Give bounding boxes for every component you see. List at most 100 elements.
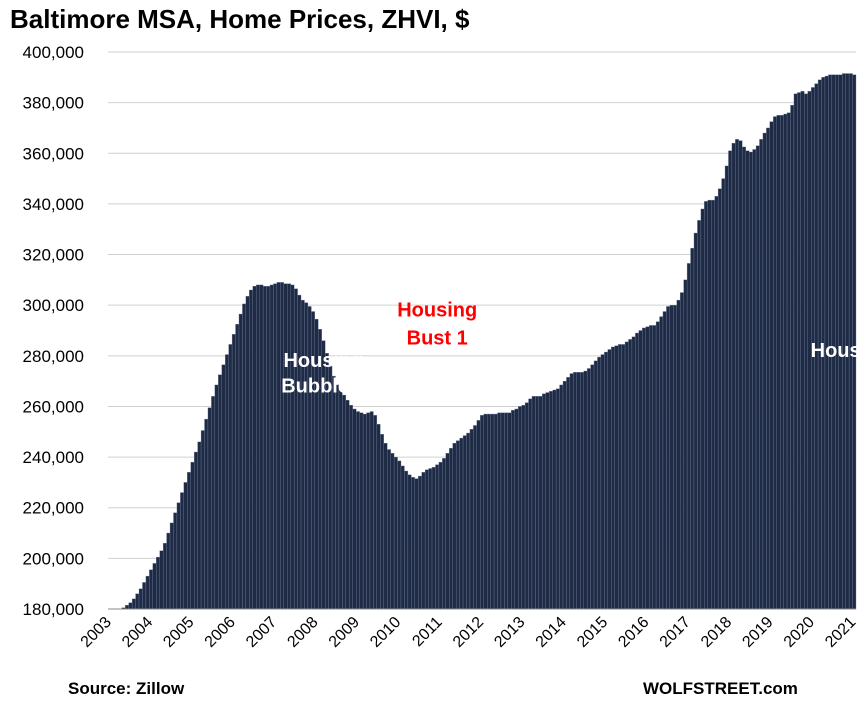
bar [552, 389, 557, 610]
bar [414, 478, 419, 610]
bar [342, 394, 347, 610]
bar [194, 451, 198, 610]
bar [166, 532, 171, 610]
bar [331, 375, 336, 610]
bar [352, 408, 357, 610]
bar [524, 402, 529, 610]
bar [676, 299, 681, 610]
y-tick-label: 220,000 [23, 499, 84, 518]
annotation-label: Housing Bubble 2 [811, 340, 864, 362]
bar [776, 115, 781, 610]
bar [690, 248, 695, 610]
y-axis: 180,000 200,000 220,000 240,000 260,000 280,0… [23, 43, 84, 619]
bar [373, 415, 378, 610]
y-tick-label: 400,000 [23, 43, 84, 62]
bar [280, 282, 284, 610]
bar [149, 569, 153, 610]
bar [555, 388, 560, 610]
bar [614, 345, 619, 610]
bar [486, 413, 491, 610]
bar [400, 465, 405, 610]
annotation-label: Bust 1 [407, 327, 468, 349]
bar [435, 464, 440, 610]
bar [673, 305, 677, 610]
bar [218, 374, 222, 610]
bar [169, 522, 174, 610]
bar [225, 354, 229, 610]
bar [542, 393, 546, 610]
bar [387, 449, 391, 610]
bar [404, 470, 409, 610]
bar [383, 442, 388, 610]
bar [428, 468, 433, 610]
bar [628, 339, 633, 610]
bar [528, 398, 533, 610]
x-axis: 2003 2004 2005 2006 2007 2008 2009 2010 2011 2012… [78, 614, 864, 651]
x-tick-label: 2017 [657, 614, 694, 651]
bar [473, 425, 478, 610]
bar [176, 502, 181, 610]
bar [569, 373, 574, 610]
bar [779, 115, 784, 610]
bar [652, 325, 657, 610]
bar [455, 440, 460, 610]
bar [797, 92, 802, 610]
x-tick-label: 2011 [409, 614, 445, 650]
bar [514, 408, 519, 610]
bar [276, 282, 281, 610]
bar [635, 332, 640, 610]
bar [256, 284, 260, 610]
bar [617, 344, 622, 610]
bar [362, 413, 367, 610]
bar [162, 542, 167, 610]
bar [700, 208, 705, 610]
bar [190, 461, 195, 610]
bar [549, 391, 553, 610]
bar [335, 384, 340, 610]
bar [393, 456, 398, 610]
bar [755, 145, 760, 610]
bar [204, 418, 209, 610]
y-tick-label: 180,000 [23, 600, 84, 619]
bar [369, 411, 374, 610]
x-tick-label: 2003 [78, 614, 115, 651]
x-tick-label: 2015 [574, 614, 611, 651]
bar [597, 356, 602, 610]
x-tick-label: 2019 [739, 614, 776, 651]
bar [466, 432, 471, 610]
y-tick-label: 300,000 [23, 296, 84, 315]
bar [793, 93, 798, 610]
bar [711, 199, 715, 610]
bar [649, 325, 653, 610]
bar [790, 104, 795, 610]
bar [242, 303, 247, 610]
bar [152, 563, 157, 610]
bar [645, 326, 650, 610]
bar [731, 142, 736, 610]
bar [593, 360, 598, 610]
bar [586, 368, 591, 610]
bar [262, 286, 267, 610]
bar [607, 349, 612, 610]
y-tick-label: 360,000 [23, 144, 84, 163]
bar [283, 283, 288, 610]
bar [721, 178, 726, 610]
bar [345, 399, 350, 610]
annotation-label: Bubble 1 [281, 376, 365, 398]
bar [438, 461, 443, 610]
bar [669, 305, 674, 610]
bar [497, 412, 502, 610]
bar [259, 284, 264, 610]
x-tick-label: 2020 [781, 614, 818, 651]
source-note: Source: Zillow [68, 679, 185, 698]
bar [631, 336, 636, 610]
chart-title: Baltimore MSA, Home Prices, ZHVI, $ [10, 4, 470, 34]
bar [421, 472, 426, 610]
bar [624, 341, 629, 610]
x-tick-label: 2010 [367, 614, 404, 651]
bar [686, 263, 691, 610]
bar [562, 380, 567, 610]
bar [762, 132, 767, 610]
bar [662, 311, 667, 610]
bar [356, 411, 360, 610]
